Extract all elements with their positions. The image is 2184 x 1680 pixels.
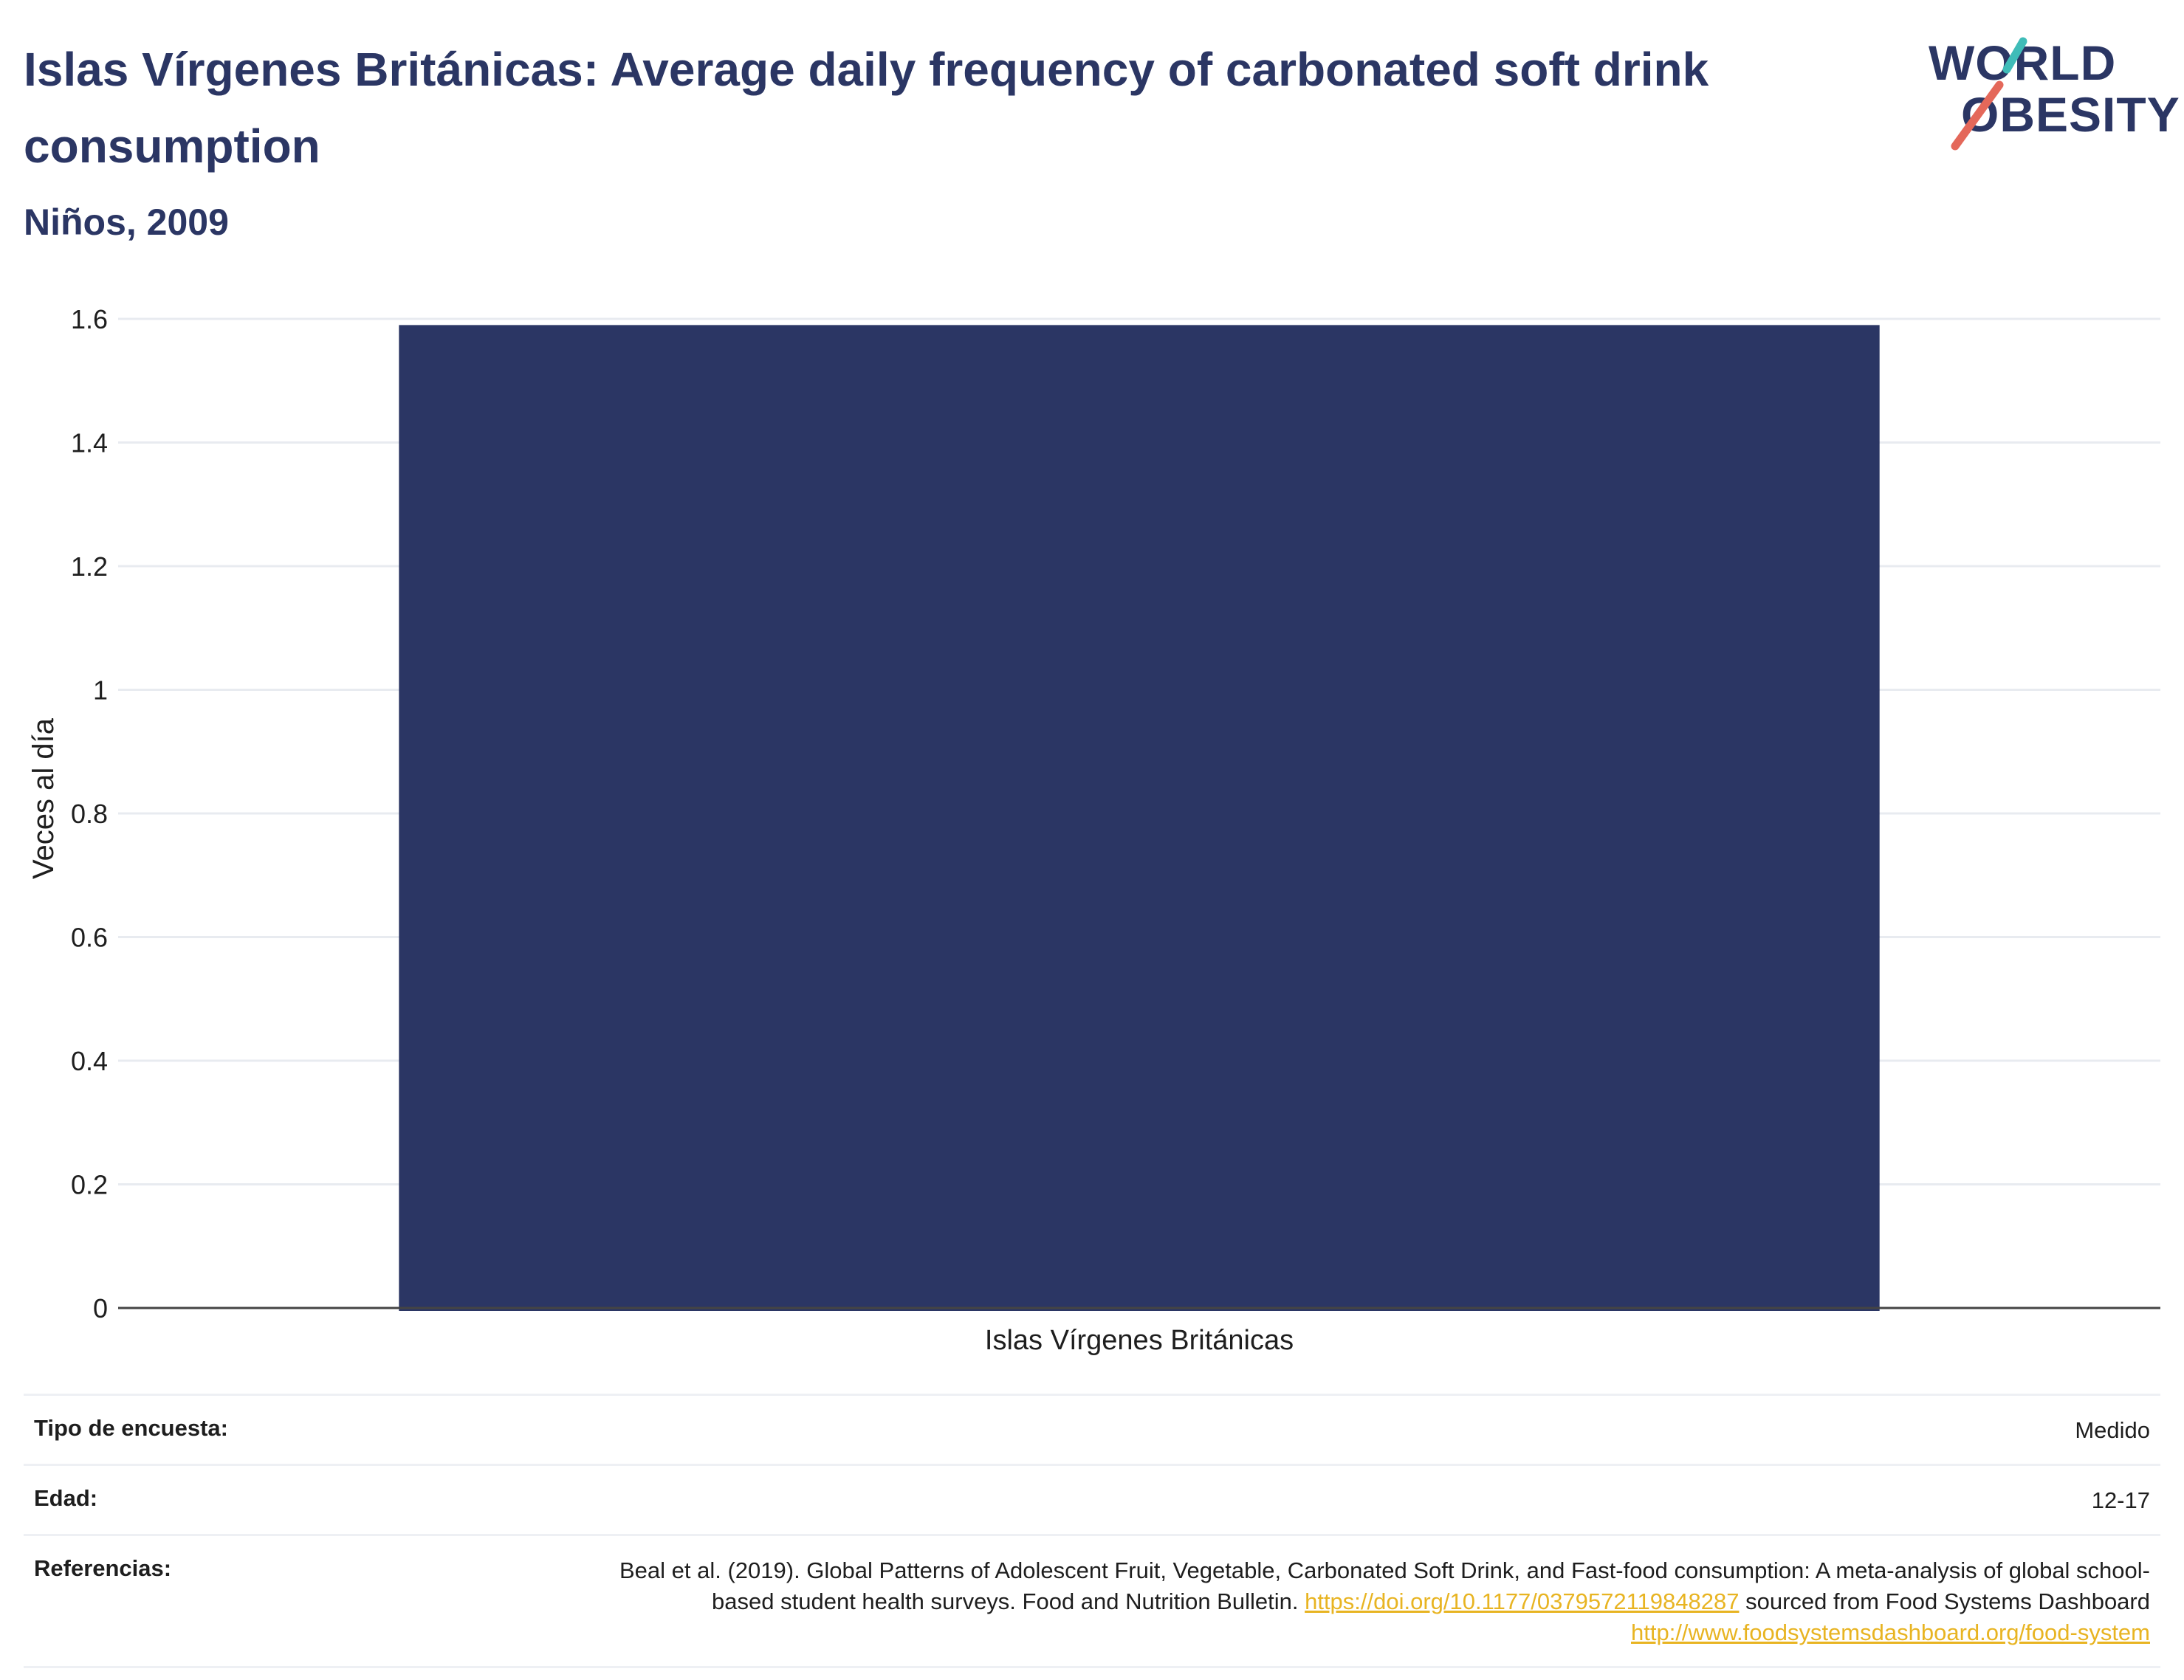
survey-type-label: Tipo de encuesta: <box>34 1415 228 1441</box>
bar-chart: 0 0.2 0.4 0.6 0.8 1 1.2 1.4 1.6 Islas Vírgenes Br… <box>27 304 2160 1356</box>
y-tick-label: 0.6 <box>71 923 108 953</box>
y-tick-label: 0.4 <box>71 1046 108 1076</box>
reference-source-text: sourced from Food Systems Dashboard <box>1739 1588 2150 1614</box>
axes: 0 0.2 0.4 0.6 0.8 1 1.2 1.4 1.6 Islas Vírgenes Br… <box>71 304 2160 1356</box>
y-tick-label: 1 <box>93 675 108 706</box>
logo-text-obesity: OBESITY <box>1961 87 2180 142</box>
age-value: 12-17 <box>2091 1487 2150 1513</box>
y-tick-label: 1.4 <box>71 428 108 458</box>
doi-link[interactable]: https://doi.org/10.1177/0379572119848287 <box>1305 1588 1740 1614</box>
bars <box>399 325 1880 1311</box>
logo-slash-icon <box>1951 37 2027 151</box>
y-tick-label: 0.8 <box>71 799 108 829</box>
bar[interactable] <box>399 325 1880 1311</box>
references-value: Beal et al. (2019). Global Patterns of A… <box>561 1535 2160 1667</box>
age-label: Edad: <box>34 1485 98 1511</box>
reference-text: Beal et al. (2019). Global Patterns of A… <box>619 1557 2150 1614</box>
y-tick-label: 0 <box>93 1293 108 1323</box>
table-row: Referencias: Beal et al. (2019). Global … <box>24 1535 2160 1667</box>
world-obesity-logo[interactable]: WORLD OBESITY <box>1927 22 2180 155</box>
food-systems-dashboard-link[interactable]: http://www.foodsystemsdashboard.org/food… <box>1631 1619 2150 1645</box>
x-tick-label: Islas Vírgenes Británicas <box>985 1325 1294 1356</box>
y-tick-label: 0.2 <box>71 1170 108 1200</box>
survey-type-value: Medido <box>2075 1417 2150 1443</box>
table-row: Tipo de encuesta: Medido <box>24 1394 2160 1465</box>
metadata-table: Tipo de encuesta: Medido Edad: 12-17 Ref… <box>24 1394 2160 1668</box>
y-axis-title: Veces al día <box>27 717 60 879</box>
table-row: Edad: 12-17 <box>24 1464 2160 1535</box>
y-tick-label: 1.2 <box>71 551 108 582</box>
y-tick-label: 1.6 <box>71 304 108 334</box>
chart-title: Islas Vírgenes Británicas: Average daily… <box>24 43 1709 173</box>
references-label: Referencias: <box>34 1555 172 1581</box>
chart-subtitle: Niños, 2009 <box>24 202 229 243</box>
